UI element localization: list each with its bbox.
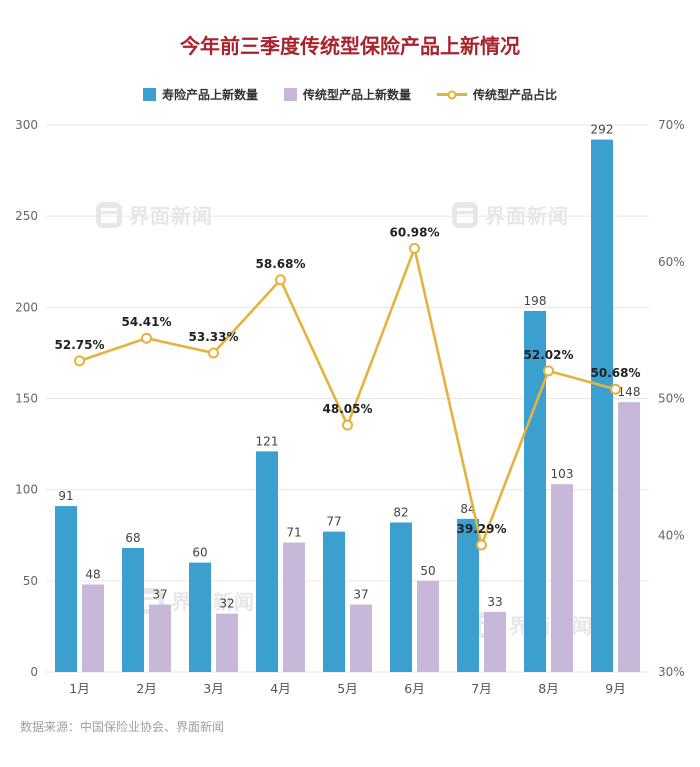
bar-value-label: 91 [58,489,73,503]
bar-value-label: 103 [551,467,574,481]
bar-value-label: 48 [85,567,100,581]
line-point-1月 [74,355,85,367]
line-percent-label: 60.98% [390,225,440,239]
x-axis-label: 7月 [471,681,491,696]
bar-value-label: 37 [353,588,368,602]
left-axis-tick: 300 [15,118,38,132]
left-axis-tick: 0 [30,665,38,679]
line-percent-label: 50.68% [591,366,641,380]
x-axis-label: 9月 [605,681,625,696]
legend-label: 传统型产品占比 [473,88,558,102]
jiemian-logo-icon [96,201,122,228]
data-source-note: 数据来源：中国保险业协会、界面新闻 [20,720,225,734]
x-axis-label: 1月 [69,681,89,696]
bar-1-6月 [417,580,439,672]
bar-0-7月 [457,518,479,672]
legend-line-marker-icon [447,90,457,99]
left-axis-tick: 150 [15,392,38,406]
bar-1-4月 [283,542,305,672]
right-axis-tick: 70% [658,118,685,132]
line-point-6月 [409,242,420,254]
right-axis-tick: 60% [658,255,685,269]
right-axis-tick: 40% [658,528,685,542]
bar-1-9月 [618,402,640,672]
line-point-5月 [342,419,353,431]
left-axis-tick: 100 [15,483,38,497]
jiemian-logo-icon [452,201,478,228]
bar-0-3月 [189,562,211,672]
legend-label: 传统型产品上新数量 [302,88,411,102]
right-axis-tick: 50% [658,392,685,406]
line-percent-label: 53.33% [189,330,239,344]
bar-value-label: 37 [152,588,167,602]
line-point-3月 [208,347,219,359]
watermark-text: 界面新闻 [171,590,255,614]
bar-1-1月 [82,584,104,672]
x-axis-label: 6月 [404,681,424,696]
left-axis-tick: 250 [15,209,38,223]
bar-value-label: 71 [286,526,301,540]
right-axis-tick: 30% [658,665,685,679]
legend-item-1: 传统型产品上新数量 [283,86,411,103]
bar-1-5月 [350,604,372,672]
bar-0-6月 [390,522,412,672]
x-axis-label: 2月 [136,681,156,696]
legend-bar-swatch [283,88,297,101]
x-axis-label: 3月 [203,681,223,696]
x-axis-label: 4月 [270,681,290,696]
watermark-text: 界面新闻 [509,610,593,639]
line-percent-label: 48.05% [323,402,373,416]
legend-item-2: 传统型产品占比 [437,86,557,103]
left-axis-tick: 50 [23,574,38,588]
bar-value-label: 32 [219,597,234,611]
bar-0-5月 [323,531,345,672]
line-point-7月 [476,539,487,551]
chart-title: 今年前三季度传统型保险产品上新情况 [180,34,520,58]
x-axis-label: 5月 [337,681,357,696]
bar-1-3月 [216,613,238,672]
bar-1-8月 [551,484,573,672]
bar-value-label: 148 [618,385,641,399]
bar-0-4月 [256,451,278,672]
bar-1-2月 [149,604,171,672]
line-point-9月 [610,383,621,395]
line-percent-label: 58.68% [256,257,306,271]
x-axis-label: 8月 [538,681,558,696]
legend-item-0: 寿险产品上新数量 [142,86,258,103]
bar-value-label: 33 [487,595,502,609]
bar-0-8月 [524,310,546,672]
bar-value-label: 121 [256,434,279,448]
bar-value-label: 292 [591,123,614,137]
legend-label: 寿险产品上新数量 [161,88,258,102]
legend: 寿险产品上新数量 传统型产品上新数量 传统型产品占比 [0,86,700,103]
line-point-2月 [141,332,152,344]
bar-1-7月 [484,611,506,672]
legend-bar-swatch [142,88,156,101]
line-percent-label: 54.41% [122,315,172,329]
bar-value-label: 60 [192,546,207,560]
bar-value-label: 77 [326,515,341,529]
bar-0-9月 [591,139,613,672]
bar-value-label: 68 [125,531,140,545]
bar-0-2月 [122,548,144,672]
bar-0-1月 [55,506,77,672]
bar-value-label: 198 [524,294,547,308]
line-percent-label: 52.02% [524,348,574,362]
bar-value-label: 50 [420,564,435,578]
line-point-8月 [543,365,554,377]
bar-value-label: 82 [393,505,408,519]
line-point-4月 [275,274,286,286]
left-axis-tick: 200 [15,300,38,314]
line-percent-label: 52.75% [55,338,105,352]
line-percent-label: 39.29% [457,522,507,536]
legend-line-swatch [437,90,467,99]
